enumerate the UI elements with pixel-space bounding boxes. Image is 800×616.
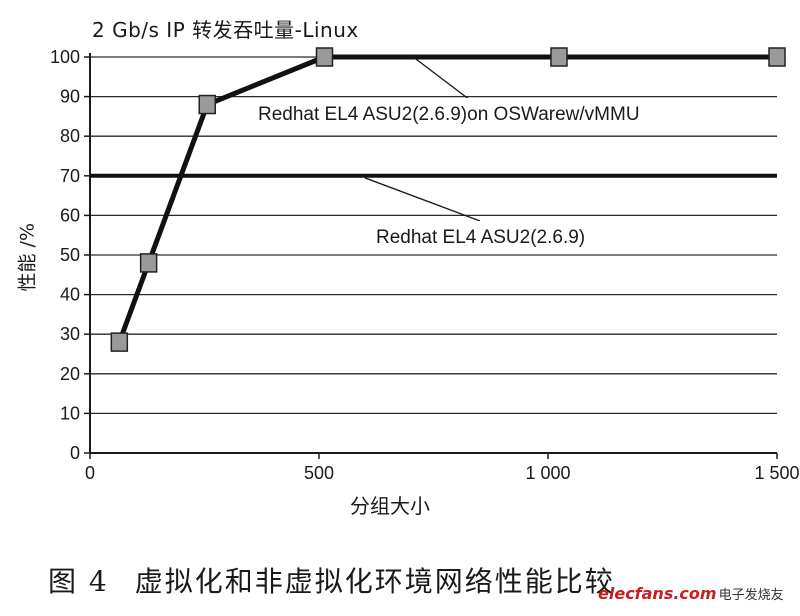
annotation-bg-2	[370, 221, 642, 251]
y-tick-label: 80	[60, 126, 80, 146]
figure-caption-text: 虚拟化和非虚拟化环境网络性能比较	[134, 565, 615, 598]
annotation-label-1: Redhat EL4 ASU2(2.6.9)on OSWarew/vMMU	[258, 104, 640, 125]
x-tick-label: 1 500	[754, 463, 799, 483]
watermark: elecfans.com 电子发烧友	[598, 584, 784, 603]
y-tick-label: 10	[60, 403, 80, 423]
y-tick-label: 20	[60, 364, 80, 384]
axes	[84, 53, 778, 459]
figure-caption: 图 4 虚拟化和非虚拟化环境网络性能比较	[48, 560, 615, 600]
annotation-leader-1	[410, 54, 471, 101]
data-point-marker	[139, 253, 158, 273]
series-line-redhat-el4-oswarew	[116, 54, 777, 343]
y-tick-label: 30	[60, 324, 80, 344]
annotation-bg-1	[252, 98, 732, 128]
y-tick-label: 90	[60, 87, 80, 107]
annotation-label-2: Redhat EL4 ASU2(2.6.9)	[376, 227, 585, 248]
data-point-marker	[315, 47, 334, 67]
y-tick-label: 60	[60, 205, 80, 225]
data-point-marker	[110, 332, 129, 352]
data-point-marker	[198, 94, 216, 115]
data-point-marker	[550, 47, 568, 67]
y-tick-label: 50	[60, 245, 80, 265]
y-tick-label: 70	[60, 166, 80, 186]
watermark-brand: elecfans.com	[598, 584, 717, 603]
x-tick-label: 500	[304, 463, 334, 483]
y-tick-label: 100	[50, 47, 80, 67]
watermark-chinese: 电子发烧友	[718, 588, 784, 603]
y-tick-label: 0	[70, 443, 80, 463]
data-point-marker	[768, 47, 786, 67]
series-lines	[90, 47, 786, 352]
x-axis-label: 分组大小	[350, 494, 430, 518]
annotations: Redhat EL4 ASU2(2.6.9)on OSWarew/vMMU Red…	[252, 54, 732, 251]
annotation-leader-2	[364, 177, 481, 222]
y-axis-label: 性能 /%	[16, 223, 39, 292]
x-tick-label: 1 000	[525, 463, 570, 483]
figure-number: 图 4	[48, 565, 109, 598]
y-tick-label: 40	[60, 285, 80, 305]
x-tick-label: 0	[85, 463, 95, 483]
chart-title: 2 Gb/s IP 转发吞吐量-Linux	[92, 18, 359, 42]
